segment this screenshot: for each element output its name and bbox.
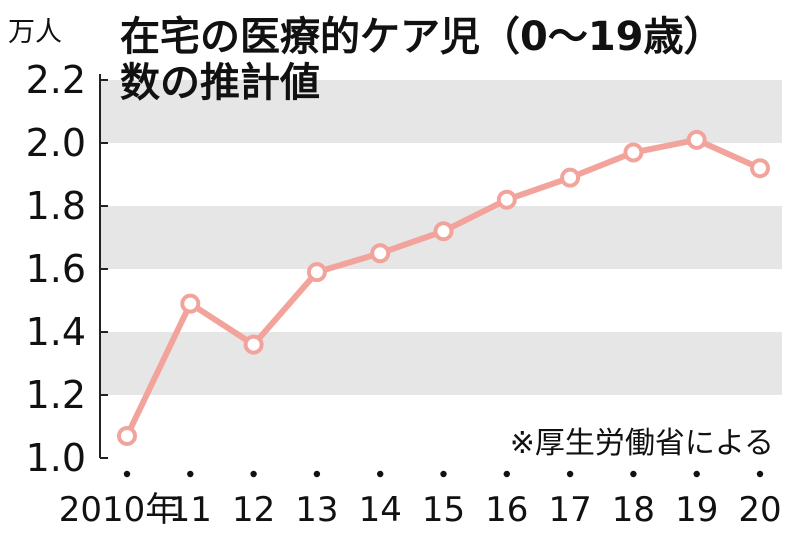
y-tick-label: 2.0	[26, 121, 86, 165]
y-tick-label: 1.6	[26, 247, 86, 291]
x-tick-dot	[630, 470, 637, 478]
x-tick-dot	[566, 470, 574, 478]
data-point	[623, 142, 644, 163]
y-axis-unit: 万人	[8, 17, 62, 48]
x-tick-dot	[440, 470, 447, 478]
x-tick-dot	[377, 470, 384, 478]
x-tick-label: 11	[169, 490, 212, 530]
data-point	[180, 293, 201, 314]
data-point	[433, 221, 454, 242]
x-tick-label: 19	[675, 490, 718, 530]
x-tick-label: 16	[485, 490, 528, 530]
x-tick-dot	[503, 470, 510, 478]
x-tick-dot	[187, 470, 194, 478]
y-tick-label: 1.0	[26, 436, 86, 480]
y-tick-label: 1.2	[26, 373, 86, 417]
y-axis: 1.0 1.2 1.4 1.6 1.8 2.0 2.2	[26, 58, 108, 480]
x-tick-label: 13	[295, 490, 338, 530]
data-point	[243, 334, 264, 355]
data-point	[117, 425, 137, 446]
x-tick-label: 15	[422, 490, 465, 530]
x-tick-dot	[313, 470, 321, 478]
data-point	[306, 262, 327, 283]
data-point	[750, 158, 770, 179]
x-tick-label: 18	[612, 490, 655, 530]
y-tick-label: 2.2	[26, 58, 86, 102]
chart-title-line-1: 在宅の医療的ケア児（0～19歳）	[120, 14, 724, 60]
grid-band	[100, 80, 782, 143]
chart-title-line-2: 数の推計値	[120, 60, 320, 106]
source-note: ※厚生労働省による	[505, 418, 778, 462]
x-tick-label: 12	[232, 490, 275, 530]
x-tick-dot	[756, 470, 764, 478]
data-point	[496, 189, 517, 210]
data-point	[560, 167, 581, 188]
grid-band	[100, 332, 782, 395]
x-tick-label: 17	[548, 490, 591, 530]
data-point	[686, 129, 707, 150]
x-tick-dot	[693, 470, 700, 478]
data-point	[370, 243, 391, 264]
x-tick-dot	[123, 470, 131, 478]
y-tick-label: 1.4	[26, 310, 86, 354]
x-tick-dot	[250, 470, 257, 478]
x-tick-label: 20	[738, 490, 781, 530]
x-tick-label: 2010年	[59, 490, 180, 530]
x-tick-label: 14	[359, 490, 402, 530]
y-tick-label: 1.8	[26, 184, 86, 228]
series-layer	[117, 129, 770, 446]
